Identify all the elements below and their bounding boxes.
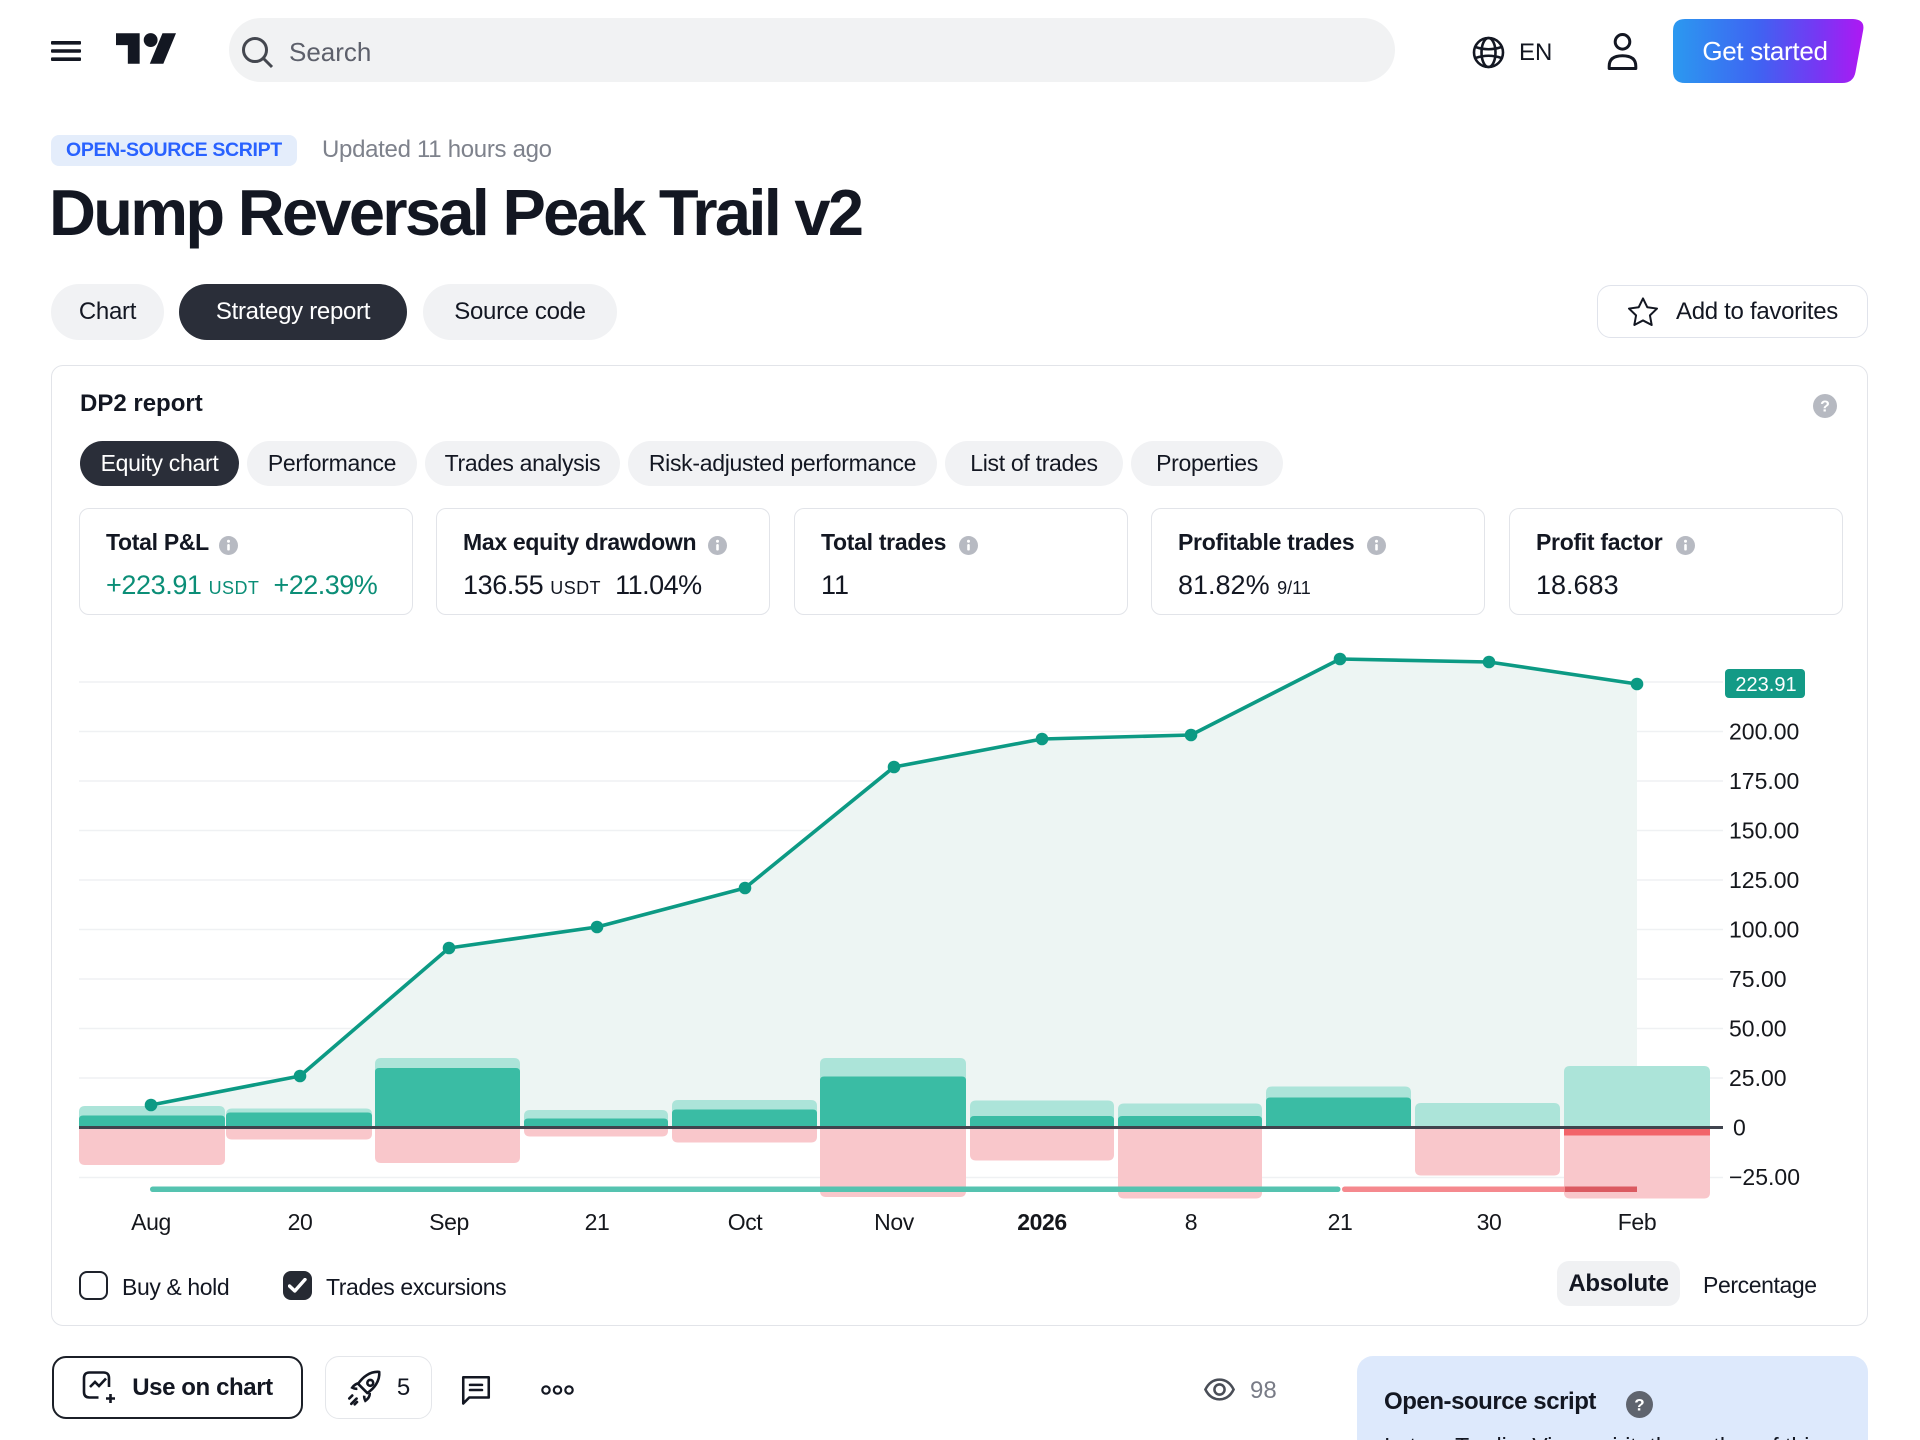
svg-text:20: 20 <box>288 1209 313 1235</box>
svg-text:75.00: 75.00 <box>1729 966 1787 992</box>
svg-text:175.00: 175.00 <box>1729 768 1799 794</box>
svg-text:21: 21 <box>1328 1209 1353 1235</box>
svg-text:Aug: Aug <box>131 1209 171 1235</box>
svg-text:223.91: 223.91 <box>1735 674 1796 696</box>
svg-text:?: ? <box>1634 1396 1644 1415</box>
svg-text:−25.00: −25.00 <box>1729 1164 1800 1190</box>
svg-text:2026: 2026 <box>1017 1209 1067 1235</box>
svg-text:21: 21 <box>585 1209 610 1235</box>
svg-text:100.00: 100.00 <box>1729 917 1799 943</box>
svg-text:125.00: 125.00 <box>1729 867 1799 893</box>
svg-text:30: 30 <box>1477 1209 1502 1235</box>
svg-text:50.00: 50.00 <box>1729 1016 1787 1042</box>
svg-text:150.00: 150.00 <box>1729 818 1799 844</box>
svg-text:Get started: Get started <box>1702 36 1827 66</box>
svg-text:200.00: 200.00 <box>1729 719 1799 745</box>
svg-text:0: 0 <box>1733 1115 1746 1141</box>
svg-text:Feb: Feb <box>1618 1209 1656 1235</box>
svg-text:Oct: Oct <box>728 1209 764 1235</box>
svg-text:?: ? <box>1820 399 1830 416</box>
svg-text:25.00: 25.00 <box>1729 1065 1787 1091</box>
svg-text:8: 8 <box>1185 1209 1197 1235</box>
svg-text:Sep: Sep <box>429 1209 469 1235</box>
svg-text:Nov: Nov <box>874 1209 915 1235</box>
